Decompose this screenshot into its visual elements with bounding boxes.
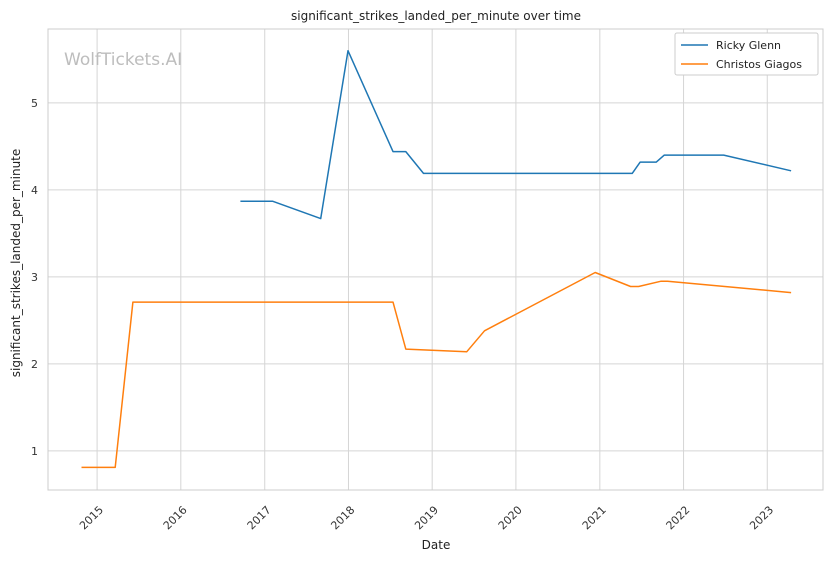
x-tick-label-2016: 2016 — [161, 503, 190, 532]
y-tick-label-5: 5 — [31, 97, 38, 110]
x-tick-label-2015: 2015 — [77, 503, 106, 532]
series-line-christos-giagos — [81, 271, 792, 469]
series-line-ricky-glenn — [240, 49, 792, 220]
plot-frame — [47, 28, 824, 491]
y-tick-label-1: 1 — [31, 445, 38, 458]
y-tick-label-2: 2 — [31, 358, 38, 371]
chart-title: significant_strikes_landed_per_minute ov… — [291, 9, 581, 23]
legend-box — [674, 32, 819, 76]
x-axis-title: Date — [422, 538, 451, 552]
x-tick-label-2019: 2019 — [412, 503, 441, 532]
y-tick-label-3: 3 — [31, 271, 38, 284]
x-tick-label-2020: 2020 — [496, 503, 525, 532]
x-tick-label-2022: 2022 — [664, 503, 693, 532]
x-tick-label-2018: 2018 — [328, 503, 357, 532]
legend-label-ricky-glenn: Ricky Glenn — [716, 39, 781, 52]
y-axis-title: significant_strikes_landed_per_minute — [9, 149, 23, 378]
watermark-text: WolfTickets.AI — [64, 50, 182, 70]
legend: Ricky Glenn Christos Giagos — [674, 32, 819, 76]
grid — [48, 29, 823, 490]
y-tick-label-4: 4 — [31, 184, 38, 197]
x-tick-label-2021: 2021 — [580, 503, 609, 532]
x-tick-label-2017: 2017 — [245, 503, 274, 532]
tick-labels: 2015 2016 2017 2018 2019 2020 2021 2022 2023 1 2 3 4… — [31, 97, 776, 532]
legend-label-christos-giagos: Christos Giagos — [716, 58, 802, 71]
series-lines — [81, 49, 792, 469]
plot-area-border — [47, 28, 824, 491]
x-tick-label-2023: 2023 — [747, 503, 776, 532]
